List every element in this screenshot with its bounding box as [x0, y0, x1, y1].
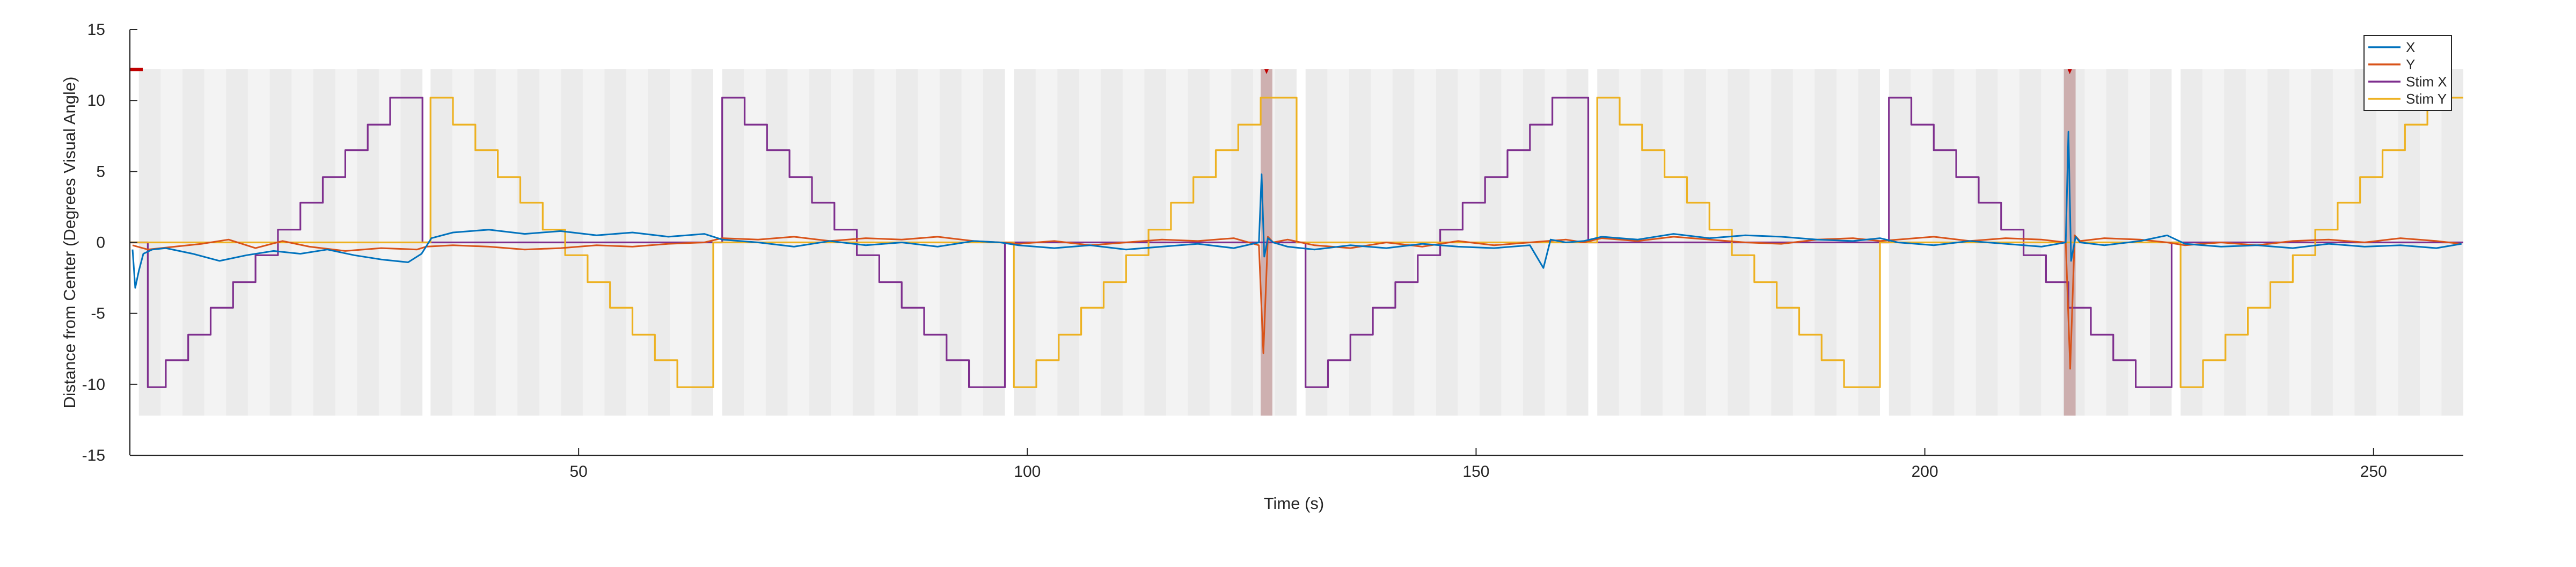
event-tick	[1264, 69, 1269, 75]
series-line-x	[131, 130, 2462, 289]
legend-label: Y	[2406, 56, 2415, 72]
x-tick-label: 100	[1014, 463, 1041, 481]
x-tick-label: 250	[2360, 463, 2387, 481]
x-tick-label: 200	[1912, 463, 1938, 481]
legend-label: Stim X	[2406, 74, 2447, 90]
y-axis-label: Distance from Center (Degrees Visual Ang…	[60, 77, 79, 409]
start-marker	[130, 68, 143, 71]
y-tick-label: -10	[82, 376, 105, 394]
y-tick-label: 15	[87, 21, 105, 39]
legend-label: Stim Y	[2406, 91, 2447, 107]
y-tick-label: 10	[87, 92, 105, 110]
event-tick	[2067, 69, 2072, 75]
series-line-y	[132, 234, 2462, 370]
y-tick-label: 0	[96, 234, 105, 252]
series-line-stim-y	[130, 97, 2463, 388]
axes: -15 -10 -5 0 5 10 15 50 100 150 200 250	[82, 21, 2463, 481]
legend-label: X	[2406, 39, 2415, 55]
y-tick-label: -5	[91, 305, 105, 323]
series-lines	[130, 97, 2463, 388]
x-tick-label: 150	[1462, 463, 1489, 481]
y-tick-label: 5	[96, 163, 105, 180]
y-tick-label: -15	[82, 447, 105, 464]
x-tick-label: 50	[569, 463, 587, 481]
x-axis-label: Time (s)	[1264, 494, 1324, 513]
